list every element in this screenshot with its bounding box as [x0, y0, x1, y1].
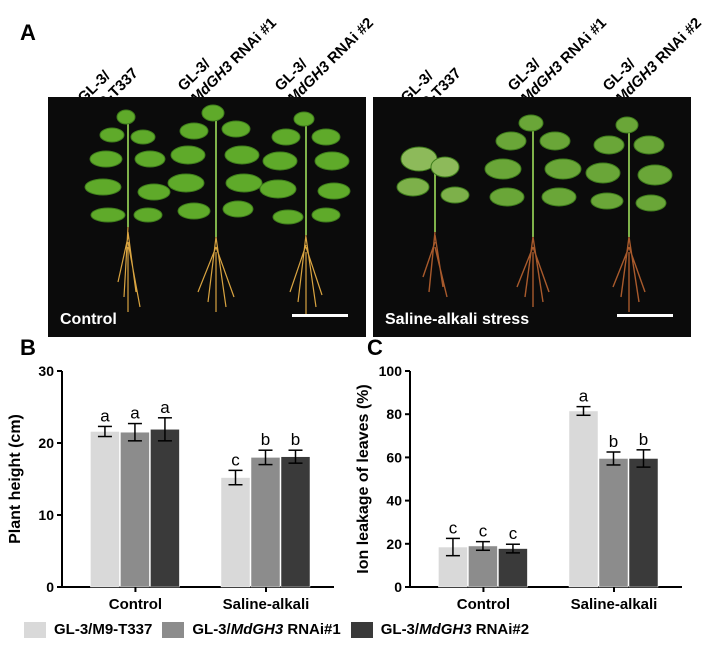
b-x-category-label: Control [109, 596, 162, 613]
b-bar [250, 457, 281, 588]
legend-item-2: GL-3/MdGH3 RNAi#1 [162, 621, 341, 638]
b-y-axis-label: Plant height (cm) [7, 414, 24, 544]
photo-caption-control: Control [60, 311, 117, 328]
b-significance-letter: a [100, 406, 110, 425]
legend-label-2: GL-3/MdGH3 RNAi#1 [192, 621, 341, 638]
c-x-category-label: Saline-alkali [571, 596, 658, 613]
c-y-tick-label: 40 [386, 493, 402, 509]
stress-plants-illustration [396, 114, 673, 312]
panel-label-c: C [367, 335, 383, 360]
chart-plant-height: Plant height (cm) 0 10 20 30 a a a Control c b b Sal… [7, 363, 334, 613]
legend-swatch-3 [350, 621, 373, 638]
b-bar [150, 429, 180, 588]
c-bar [598, 458, 629, 588]
c-significance-letter: c [509, 524, 518, 543]
c-significance-letter: c [479, 522, 488, 541]
plant-illustration [84, 104, 351, 237]
c-bar [498, 548, 528, 588]
b-y-tick-label: 20 [38, 435, 54, 451]
chart-ion-leakage: Ion leakage of leaves (%) 0 20 40 60 80 100 c c c… [355, 363, 682, 613]
c-y-tick-label: 60 [386, 449, 402, 465]
photo-control: Control [48, 97, 366, 337]
c-significance-letter: b [639, 430, 648, 449]
c-y-tick-label: 20 [386, 536, 402, 552]
b-bar [120, 431, 150, 588]
b-y-tick-label: 0 [46, 579, 54, 595]
control-plants-illustration [84, 104, 351, 317]
b-significance-letter: c [231, 450, 240, 469]
photo-stress: Saline-alkali stress [373, 97, 691, 337]
c-significance-letter: c [449, 518, 458, 537]
photo-caption-stress: Saline-alkali stress [385, 311, 530, 328]
legend-swatch-2 [162, 621, 185, 638]
b-y-tick-label: 30 [38, 363, 54, 379]
c-y-tick-label: 80 [386, 406, 402, 422]
c-bar [568, 410, 599, 588]
col-label-right-3: GL-3/MdGH3 RNAi #2 [599, 14, 706, 108]
b-bar [90, 431, 120, 588]
c-y-tick-label: 0 [394, 579, 402, 595]
col-label-left-3: GL-3/MdGH3 RNAi #2 [271, 14, 378, 108]
b-bar [220, 477, 251, 588]
legend-swatch-1 [24, 621, 46, 638]
panel-label-b: B [20, 335, 36, 360]
c-significance-letter: b [609, 432, 618, 451]
scale-bar [617, 314, 673, 317]
scale-bar [292, 314, 348, 317]
legend-label-3: GL-3/MdGH3 RNAi#2 [380, 621, 530, 638]
col-label-right-2: GL-3/MdGH3 RNAi #1 [504, 14, 611, 108]
legend-item-3: GL-3/MdGH3 RNAi#2 [350, 621, 530, 638]
legend-label-1: GL-3/M9-T337 [54, 621, 153, 638]
b-x-category-label: Saline-alkali [223, 596, 310, 613]
panel-label-a: A [20, 20, 36, 45]
b-significance-letter: a [160, 398, 170, 417]
c-y-axis-label: Ion leakage of leaves (%) [355, 384, 372, 573]
legend: GL-3/M9-T337 GL-3/MdGH3 RNAi#1 GL-3/MdGH… [24, 621, 539, 638]
plant-illustration [396, 114, 673, 237]
legend-item-1: GL-3/M9-T337 [24, 621, 152, 638]
b-bar [280, 456, 311, 588]
roots-illustration [422, 231, 646, 312]
c-x-category-label: Control [457, 596, 510, 613]
col-label-left-2: GL-3/MdGH3 RNAi #1 [174, 14, 281, 108]
c-bar [628, 458, 659, 588]
c-significance-letter: a [579, 387, 589, 406]
c-bar [468, 545, 498, 588]
b-significance-letter: a [130, 404, 140, 423]
b-significance-letter: b [261, 430, 270, 449]
b-y-tick-label: 10 [38, 507, 54, 523]
b-significance-letter: b [291, 430, 300, 449]
c-y-tick-label: 100 [379, 363, 403, 379]
roots-illustration [117, 226, 323, 317]
